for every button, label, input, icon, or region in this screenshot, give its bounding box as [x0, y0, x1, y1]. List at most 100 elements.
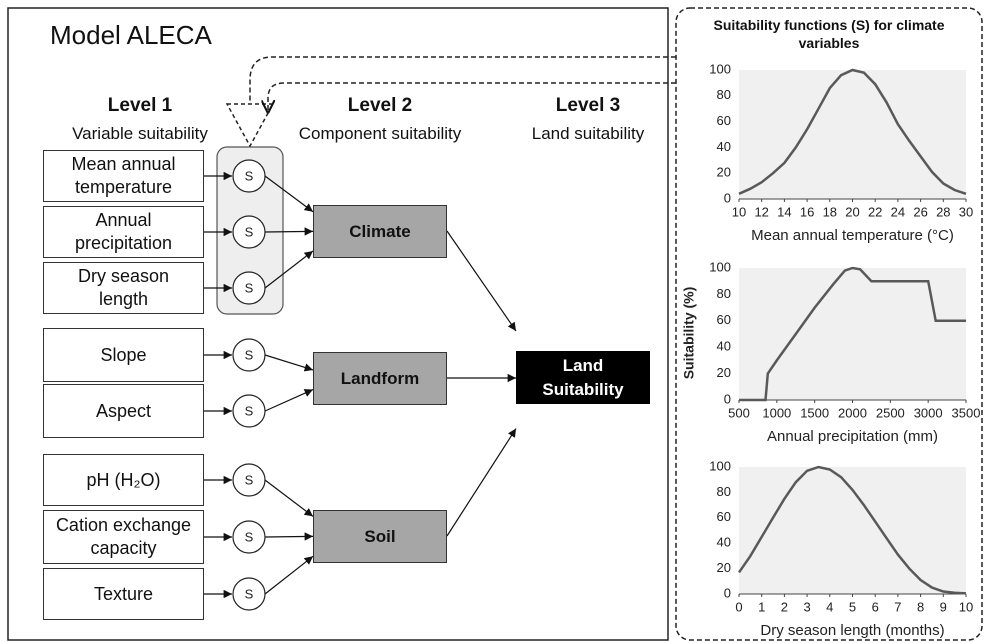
- arrow: [264, 175, 314, 213]
- x-tick-label: 26: [913, 204, 927, 219]
- diagram-title: Model ALECA: [50, 20, 212, 50]
- y-tick-label: 20: [717, 165, 731, 180]
- variable-box: Dry season length: [43, 262, 204, 314]
- x-tick-label: 3: [803, 599, 810, 614]
- x-tick-label: 18: [823, 204, 837, 219]
- y-tick-label: 40: [717, 139, 731, 154]
- variable-box: Cation exchange capacity: [43, 510, 204, 564]
- x-tick-label: 500: [728, 405, 750, 420]
- plot-area: [739, 70, 966, 199]
- component-box: Landform: [313, 352, 447, 405]
- x-tick-label: 20: [845, 204, 859, 219]
- output-box: [516, 351, 650, 404]
- s-label: S: [245, 472, 254, 487]
- x-tick-label: 9: [940, 599, 947, 614]
- x-tick-label: 4: [826, 599, 833, 614]
- variable-box: pH (H₂O): [43, 454, 204, 506]
- s-node: [232, 271, 266, 305]
- x-tick-label: 30: [959, 204, 973, 219]
- x-tick-label: 2500: [876, 405, 905, 420]
- chart-panel-frame: [675, 7, 983, 641]
- links: [204, 171, 517, 599]
- y-tick-label: 60: [717, 509, 731, 524]
- x-tick-label: 3500: [952, 405, 981, 420]
- y-tick-label: 0: [724, 190, 731, 205]
- x-tick-label: 8: [917, 599, 924, 614]
- arrow: [264, 354, 314, 372]
- x-tick-label: 22: [868, 204, 882, 219]
- x-tick-label: 10: [959, 599, 973, 614]
- x-tick-label: 28: [936, 204, 950, 219]
- x-tick-label: 14: [777, 204, 791, 219]
- component-box: Climate: [313, 205, 447, 258]
- x-tick-label: 3000: [914, 405, 943, 420]
- level-name: Level 3: [555, 95, 621, 116]
- panel-title: Suitability functions (S) for climate va…: [713, 17, 945, 51]
- variable-box: Aspect: [43, 384, 204, 438]
- level-subtitle: Variable suitability: [72, 124, 208, 143]
- line-series: [738, 68, 967, 195]
- variable-box: Texture: [43, 568, 204, 620]
- arrow: [264, 479, 314, 517]
- level-subtitle: Component suitability: [298, 124, 462, 143]
- y-tick-label: 100: [709, 61, 731, 76]
- arrow: [264, 250, 314, 289]
- s-label: S: [245, 403, 254, 418]
- s-node: [232, 577, 266, 611]
- x-tick-label: 10: [732, 204, 746, 219]
- s-label: S: [245, 280, 254, 295]
- frame: [7, 7, 669, 641]
- x-tick-label: 16: [800, 204, 814, 219]
- variable-box: Mean annual temperature: [43, 150, 204, 202]
- y-tick-label: 100: [709, 259, 731, 274]
- x-tick-label: 1500: [800, 405, 829, 420]
- s-node: [232, 159, 266, 193]
- open-arrowhead: [225, 103, 275, 148]
- y-tick-label: 20: [717, 365, 731, 380]
- s-label: S: [245, 168, 254, 183]
- dashed-link: [249, 56, 676, 104]
- y-tick-label: 60: [717, 113, 731, 128]
- s-label: S: [245, 224, 254, 239]
- y-tick-label: 0: [724, 391, 731, 406]
- x-tick-label: 6: [872, 599, 879, 614]
- s-node: [232, 463, 266, 497]
- y-tick-label: 0: [724, 585, 731, 600]
- component-box: Soil: [313, 510, 447, 563]
- variable-box: Annual precipitation: [43, 206, 204, 258]
- s-node: [232, 338, 266, 372]
- x-tick-label: 7: [894, 599, 901, 614]
- dashed-link: [268, 82, 676, 112]
- x-tick-label: 0: [735, 599, 742, 614]
- variable-box: Slope: [43, 328, 204, 382]
- s-label: S: [245, 586, 254, 601]
- y-tick-label: 80: [717, 87, 731, 102]
- x-axis-label: Mean annual temperature (°C): [751, 227, 954, 244]
- s-label: S: [245, 529, 254, 544]
- x-tick-label: 1: [758, 599, 765, 614]
- y-tick-label: 100: [709, 458, 731, 473]
- y-axis-label: Suitability (%): [681, 287, 697, 380]
- y-tick-label: 40: [717, 535, 731, 550]
- s-label: S: [245, 347, 254, 362]
- arrow: [446, 230, 517, 332]
- s-node: [232, 520, 266, 554]
- line-series: [739, 266, 966, 402]
- x-tick-label: 24: [891, 204, 905, 219]
- level-name: Level 1: [107, 95, 173, 116]
- x-tick-label: 12: [754, 204, 768, 219]
- line-series: [737, 465, 967, 595]
- level-name: Level 2: [347, 95, 413, 116]
- x-axis-label: Annual precipitation (mm): [767, 428, 938, 445]
- x-tick-label: 5: [849, 599, 856, 614]
- x-tick-label: 2: [781, 599, 788, 614]
- s-node: [232, 215, 266, 249]
- y-tick-label: 40: [717, 339, 731, 354]
- output-label: Land Suitability: [542, 355, 624, 399]
- arrow: [264, 227, 314, 236]
- arrow: [264, 389, 314, 412]
- s-node: [232, 394, 266, 428]
- y-tick-label: 80: [717, 286, 731, 301]
